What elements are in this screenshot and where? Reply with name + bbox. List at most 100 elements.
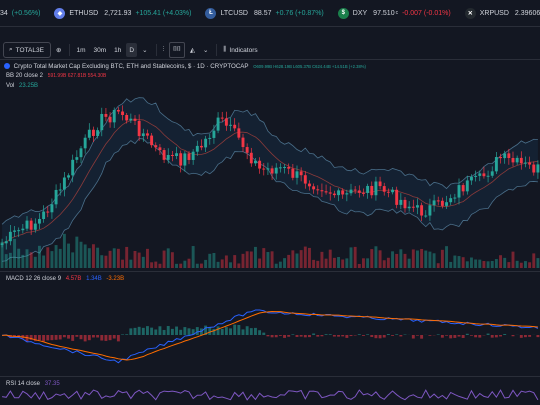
volume-bar [58, 248, 62, 268]
macd-legend: MACD 12 26 close 9 4.57B 1.34B -3.23B [6, 276, 124, 282]
macd-histogram-bar [146, 326, 149, 335]
ticker-item[interactable]: 34 (+0.56%) [0, 10, 40, 17]
macd-histogram-bar [54, 335, 58, 340]
volume-bar [378, 250, 382, 268]
volume-bar [328, 249, 332, 268]
volume-bar [349, 247, 353, 268]
volume-bar [33, 256, 37, 268]
volume-bar [366, 258, 370, 268]
macd-histogram-bar [92, 335, 95, 338]
indicators-button[interactable]: ⫼ Indicators [220, 43, 260, 57]
macd-histogram-bar [382, 335, 386, 338]
chart-area[interactable]: Crypto Total Market Cap Excluding BTC, E… [0, 60, 540, 405]
candle-body [104, 113, 108, 117]
macd-histogram-bar [17, 335, 21, 337]
candle-style-button[interactable]: ⌷⌷ [169, 42, 185, 58]
symbol-search[interactable]: ⌕ TOTAL3E [3, 42, 51, 58]
compare-button[interactable]: ⊕ [53, 43, 64, 57]
volume-bar [187, 258, 191, 268]
volume-bar [100, 255, 104, 268]
candle-body [432, 200, 436, 206]
volume-bar [532, 253, 536, 268]
volume-bar [494, 259, 498, 268]
candle-body [524, 162, 527, 164]
volume-bar [83, 244, 87, 268]
volume-bar [92, 244, 95, 268]
plus-circle-icon: ⊕ [56, 47, 62, 54]
ticker-item[interactable]: $ DXY 97.510 c -0.007 (-0.01%) [337, 7, 451, 19]
candle-body [133, 118, 137, 121]
ticker-item[interactable]: ◆ ETHUSD 2,721.93 +105.41 (+4.03%) [54, 7, 191, 19]
volume-bar [291, 250, 295, 268]
volume-bar [262, 248, 266, 268]
main-legend: Crypto Total Market Cap Excluding BTC, E… [4, 63, 366, 70]
macd-histogram-bar [29, 335, 33, 340]
volume-bar [503, 257, 507, 268]
chart-type-button[interactable]: ◭ [187, 43, 198, 57]
candle-body [399, 199, 403, 205]
interval-1h[interactable]: 1h [114, 46, 122, 54]
macd-histogram-bar [216, 326, 220, 335]
volume-bar [465, 261, 469, 268]
interval-dropdown[interactable]: ⌄ [139, 43, 150, 57]
volume-bar [370, 249, 374, 268]
volume-bar [278, 261, 282, 268]
candle-body [158, 147, 162, 151]
dxy-icon: $ [337, 7, 349, 19]
volume-bar [345, 258, 349, 268]
candle-body [183, 153, 187, 166]
volume-bar [428, 251, 432, 268]
symbol-label: TOTAL3E [15, 46, 44, 54]
macd-histogram-bar [75, 335, 79, 337]
candle-body [17, 230, 21, 232]
volume-bar [382, 260, 386, 268]
ticker-item[interactable]: Ł LTCUSD 88.57 +0.76 (+0.87%) [205, 7, 324, 19]
candle-body [108, 116, 112, 123]
interval-30m[interactable]: 30m [93, 46, 107, 54]
macd-histogram-bar [457, 335, 461, 337]
candle-body [353, 189, 357, 191]
macd-histogram-bar [42, 335, 46, 342]
macd-histogram-bar [386, 334, 390, 335]
candle-body [482, 173, 486, 177]
volume-bar [436, 263, 440, 268]
volume-bar [166, 248, 170, 268]
volume-bar [183, 260, 187, 268]
macd-histogram-bar [411, 335, 415, 339]
interval-d[interactable]: D [126, 43, 138, 57]
candle-body [470, 176, 473, 181]
macd-histogram-bar [104, 335, 108, 341]
macd-histogram-bar [445, 335, 448, 336]
macd-histogram-bar [528, 335, 532, 337]
volume-bar [270, 251, 274, 268]
candle-body [42, 211, 46, 220]
candle-body [254, 160, 257, 164]
macd-histogram-bar [519, 335, 523, 338]
interval-1m[interactable]: 1m [76, 46, 86, 54]
candle-body [378, 181, 382, 187]
chart-type-dropdown[interactable]: ⌄ [200, 43, 211, 57]
pane-divider[interactable] [0, 376, 540, 377]
macd-histogram-bar [212, 328, 216, 335]
volume-bar [125, 246, 129, 268]
volume-bar [440, 249, 444, 268]
macd-histogram-bar [303, 335, 307, 338]
candle-body [320, 190, 324, 192]
volume-bar [71, 252, 75, 268]
bollinger-lower [2, 138, 538, 262]
macd-histogram-bar [362, 335, 365, 336]
bar-style-button[interactable]: ⫶ [160, 43, 168, 57]
candle-body [324, 191, 328, 193]
candle-body [175, 153, 178, 156]
macd-histogram-bar [38, 335, 41, 341]
litecoin-icon: Ł [205, 7, 217, 19]
macd-histogram-bar [378, 335, 382, 339]
volume-bar [233, 255, 237, 268]
volume-bar [399, 249, 403, 268]
volume-bar [237, 263, 241, 268]
pane-divider[interactable] [0, 271, 540, 272]
macd-histogram-bar [116, 335, 120, 342]
candle-body [170, 154, 174, 156]
volume-bar [4, 254, 8, 268]
